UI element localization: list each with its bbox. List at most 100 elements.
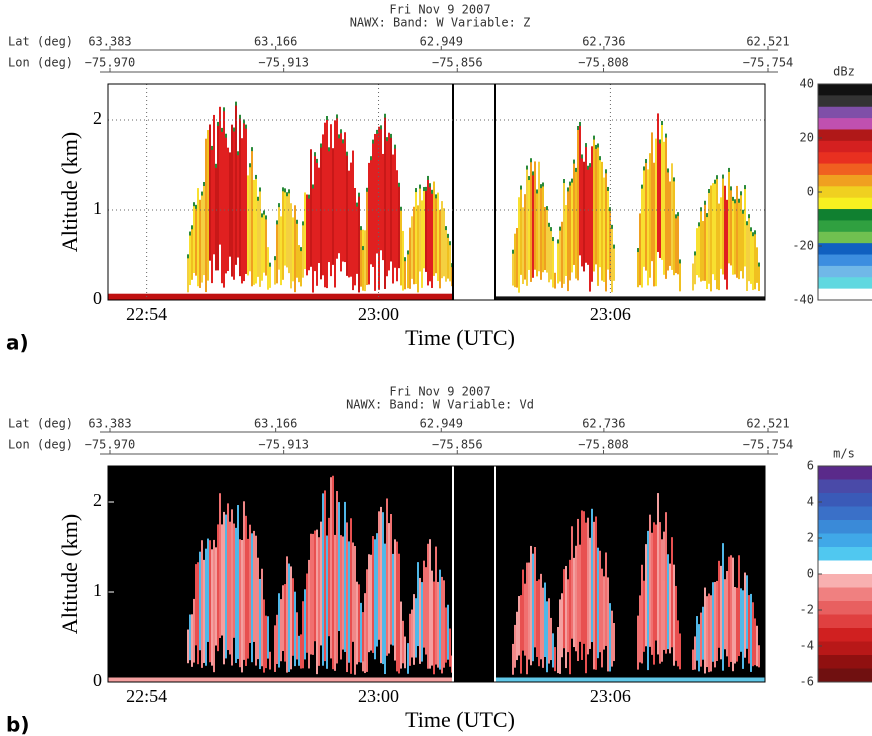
echo bbox=[358, 584, 360, 663]
echo bbox=[312, 533, 314, 655]
colorbar-segment bbox=[818, 547, 872, 561]
title: Fri Nov 9 2007 bbox=[389, 385, 490, 399]
echo bbox=[419, 186, 421, 272]
echo-top bbox=[573, 159, 575, 164]
echo-top bbox=[419, 184, 421, 189]
echo bbox=[290, 566, 292, 670]
colorbar-segment bbox=[818, 655, 872, 669]
colorbar-segment bbox=[818, 84, 872, 96]
echo bbox=[677, 620, 679, 667]
echo bbox=[516, 611, 518, 661]
echo bbox=[704, 587, 706, 674]
echo-top bbox=[744, 185, 746, 190]
echo-top bbox=[599, 156, 601, 161]
echo bbox=[445, 607, 447, 663]
echo bbox=[269, 264, 271, 288]
echo bbox=[429, 185, 431, 282]
echo bbox=[595, 146, 597, 265]
echo-top bbox=[546, 206, 548, 211]
echo bbox=[409, 227, 411, 289]
lon-tick-label: −75.913 bbox=[258, 438, 309, 452]
echo bbox=[643, 168, 645, 267]
radar-echoes bbox=[187, 475, 760, 675]
echo-top bbox=[404, 257, 406, 262]
echo bbox=[346, 522, 348, 673]
echo bbox=[396, 541, 398, 672]
echo bbox=[421, 200, 423, 288]
echo bbox=[748, 595, 750, 664]
echo-top bbox=[386, 137, 388, 142]
echo bbox=[433, 181, 435, 276]
echo-top bbox=[372, 139, 374, 144]
echo bbox=[518, 596, 520, 656]
echo bbox=[231, 509, 233, 666]
colorbar-tick-label: -40 bbox=[792, 293, 814, 307]
echo-top bbox=[714, 179, 716, 184]
echo-top bbox=[425, 186, 427, 191]
y-tick-label: 2 bbox=[93, 108, 102, 128]
echo bbox=[653, 522, 655, 665]
echo bbox=[663, 531, 665, 650]
echo bbox=[282, 189, 284, 280]
echo-top bbox=[740, 191, 742, 196]
echo bbox=[310, 149, 312, 267]
echo bbox=[400, 601, 402, 669]
echo bbox=[653, 162, 655, 287]
echo bbox=[657, 493, 659, 655]
echo bbox=[730, 555, 732, 662]
echo bbox=[607, 188, 609, 270]
echo bbox=[561, 221, 563, 288]
echo bbox=[758, 645, 760, 668]
echo-top bbox=[532, 171, 534, 176]
echo bbox=[587, 167, 589, 265]
echo-top bbox=[746, 221, 748, 226]
echo-top bbox=[384, 113, 386, 118]
echo bbox=[288, 191, 290, 274]
echo bbox=[318, 537, 320, 666]
echo bbox=[613, 246, 615, 281]
echo bbox=[673, 564, 675, 666]
subtitle: NAWX: Band: W Variable: Z bbox=[350, 16, 531, 30]
surface-band bbox=[108, 677, 453, 682]
echo bbox=[199, 551, 201, 651]
echo bbox=[675, 585, 677, 661]
echo bbox=[710, 595, 712, 672]
echo bbox=[229, 521, 231, 655]
echo bbox=[431, 570, 433, 666]
echo bbox=[732, 557, 734, 672]
echo bbox=[587, 517, 589, 655]
echo bbox=[223, 511, 225, 665]
echo bbox=[255, 176, 257, 284]
echo bbox=[750, 229, 752, 284]
echo bbox=[368, 162, 370, 285]
echo bbox=[302, 601, 304, 669]
echo bbox=[243, 501, 245, 660]
surface-band bbox=[108, 293, 453, 300]
echo bbox=[712, 183, 714, 275]
echo bbox=[732, 198, 734, 275]
echo bbox=[352, 150, 354, 291]
echo bbox=[567, 189, 569, 292]
echo bbox=[706, 596, 708, 668]
echo bbox=[599, 158, 601, 268]
echo bbox=[744, 572, 746, 658]
echo-top bbox=[730, 186, 732, 191]
echo bbox=[310, 533, 312, 655]
echo bbox=[522, 207, 524, 284]
echo-top bbox=[750, 227, 752, 232]
echo bbox=[669, 181, 671, 266]
echo bbox=[366, 569, 368, 672]
echo bbox=[655, 524, 657, 641]
colorbar-segment bbox=[818, 520, 872, 534]
echo bbox=[538, 161, 540, 272]
echo bbox=[247, 538, 249, 659]
echo bbox=[197, 188, 199, 287]
echo bbox=[292, 217, 294, 282]
echo bbox=[522, 569, 524, 651]
echo-top bbox=[312, 184, 314, 189]
colorbar-label: m/s bbox=[833, 447, 855, 461]
echo bbox=[449, 628, 451, 667]
echo bbox=[611, 226, 613, 293]
echo-top bbox=[340, 129, 342, 134]
echo-top bbox=[540, 184, 542, 189]
